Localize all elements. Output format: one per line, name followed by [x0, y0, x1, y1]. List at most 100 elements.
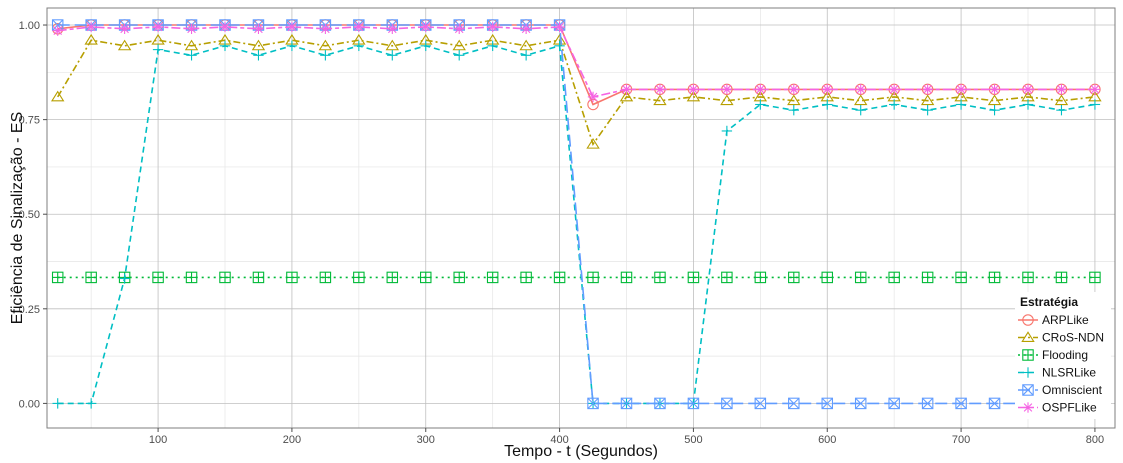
- y-axis-title: Eficiência de Sinalização - ES: [9, 112, 26, 325]
- grid-lines: [47, 8, 1115, 428]
- data-point: [52, 25, 63, 36]
- data-point: [319, 271, 332, 284]
- data-point: [921, 397, 934, 410]
- data-point: [654, 397, 666, 410]
- legend-item: OSPFLike: [1018, 401, 1097, 415]
- data-point: [85, 398, 97, 409]
- data-point: [553, 271, 566, 284]
- data-point: [855, 84, 866, 95]
- legend-item: CRoS-NDN: [1018, 331, 1104, 345]
- data-point: [1089, 84, 1101, 95]
- data-point: [286, 21, 298, 33]
- data-point: [1021, 331, 1035, 342]
- data-point: [721, 397, 733, 410]
- data-point: [51, 19, 64, 31]
- data-point: [387, 23, 398, 35]
- data-point: [1022, 367, 1034, 378]
- data-point: [385, 39, 400, 51]
- data-point: [519, 39, 533, 51]
- data-point: [754, 271, 767, 284]
- data-point: [888, 84, 900, 95]
- data-point: [922, 104, 933, 116]
- legend-item: ARPLike: [1018, 313, 1089, 327]
- data-point: [955, 84, 967, 95]
- data-point: [286, 271, 298, 284]
- legend-item: Flooding: [1018, 348, 1088, 362]
- data-point: [184, 39, 199, 51]
- data-point: [654, 271, 666, 284]
- data-point: [620, 397, 633, 410]
- data-point: [653, 94, 667, 106]
- x-axis-title: Tempo - t (Segundos): [504, 443, 658, 460]
- data-point: [989, 104, 1000, 116]
- data-point: [251, 39, 266, 51]
- data-point: [854, 397, 867, 410]
- legend: Estratégia ARPLike CRoS-NDN Flooding NLSRLi…: [1015, 292, 1111, 419]
- data-point: [854, 271, 867, 284]
- data-point: [420, 271, 432, 284]
- legend-label: Omniscient: [1042, 383, 1103, 397]
- data-point: [988, 397, 1001, 410]
- data-point: [988, 271, 1001, 284]
- series-line: [57, 44, 1096, 405]
- data-point: [353, 21, 365, 33]
- x-axis-ticks: 100 200 300 400 500 600 700 800: [149, 428, 1104, 446]
- data-point: [1022, 271, 1034, 284]
- y-axis-ticks: 0.00 0.25 0.50 0.75 1.00: [19, 20, 47, 410]
- data-point: [755, 84, 766, 95]
- data-point: [755, 99, 766, 110]
- data-point: [586, 137, 600, 149]
- data-point: [219, 271, 231, 284]
- series-line: [57, 39, 1095, 146]
- data-point: [252, 271, 265, 284]
- x-tick-label: 800: [1086, 434, 1104, 446]
- data-point: [1022, 84, 1034, 95]
- data-point: [51, 271, 64, 284]
- series-ospflike: [52, 21, 1101, 103]
- data-point: [320, 23, 331, 35]
- data-point: [888, 397, 900, 410]
- data-point: [888, 99, 900, 110]
- legend-label: NLSRLike: [1042, 366, 1096, 380]
- x-tick-label: 100: [149, 434, 167, 446]
- data-point: [186, 50, 197, 61]
- data-point: [788, 397, 800, 410]
- series-flooding: [51, 271, 1101, 284]
- data-point: [1056, 84, 1067, 95]
- data-point: [687, 271, 700, 284]
- plot-border: [46, 7, 1116, 429]
- data-point: [520, 50, 532, 61]
- x-tick-label: 200: [283, 434, 301, 446]
- data-point: [85, 271, 97, 284]
- data-point: [152, 21, 164, 33]
- legend-title: Estratégia: [1020, 295, 1078, 309]
- data-point: [721, 125, 733, 137]
- data-point: [920, 94, 935, 106]
- data-point: [119, 23, 130, 35]
- data-point: [52, 398, 63, 409]
- data-point: [487, 21, 498, 33]
- data-point: [420, 21, 431, 33]
- y-tick-label: 0.75: [19, 115, 40, 127]
- x-tick-label: 500: [684, 434, 702, 446]
- data-point: [821, 271, 834, 284]
- data-point: [788, 104, 799, 116]
- data-point: [487, 40, 498, 52]
- data-point: [1022, 349, 1034, 361]
- data-point: [955, 271, 967, 284]
- legend-label: ARPLike: [1042, 313, 1089, 327]
- series-layer: [50, 19, 1102, 410]
- y-tick-label: 1.00: [19, 20, 40, 32]
- legend-item: NLSRLike: [1018, 366, 1096, 380]
- data-point: [318, 39, 333, 51]
- data-point: [253, 23, 264, 35]
- data-point: [687, 397, 700, 410]
- series-cros-ndn: [50, 33, 1102, 149]
- data-point: [50, 90, 65, 102]
- x-tick-label: 600: [818, 434, 836, 446]
- data-point: [1055, 271, 1068, 284]
- data-point: [922, 84, 933, 95]
- data-point: [452, 39, 466, 51]
- data-point: [620, 271, 633, 284]
